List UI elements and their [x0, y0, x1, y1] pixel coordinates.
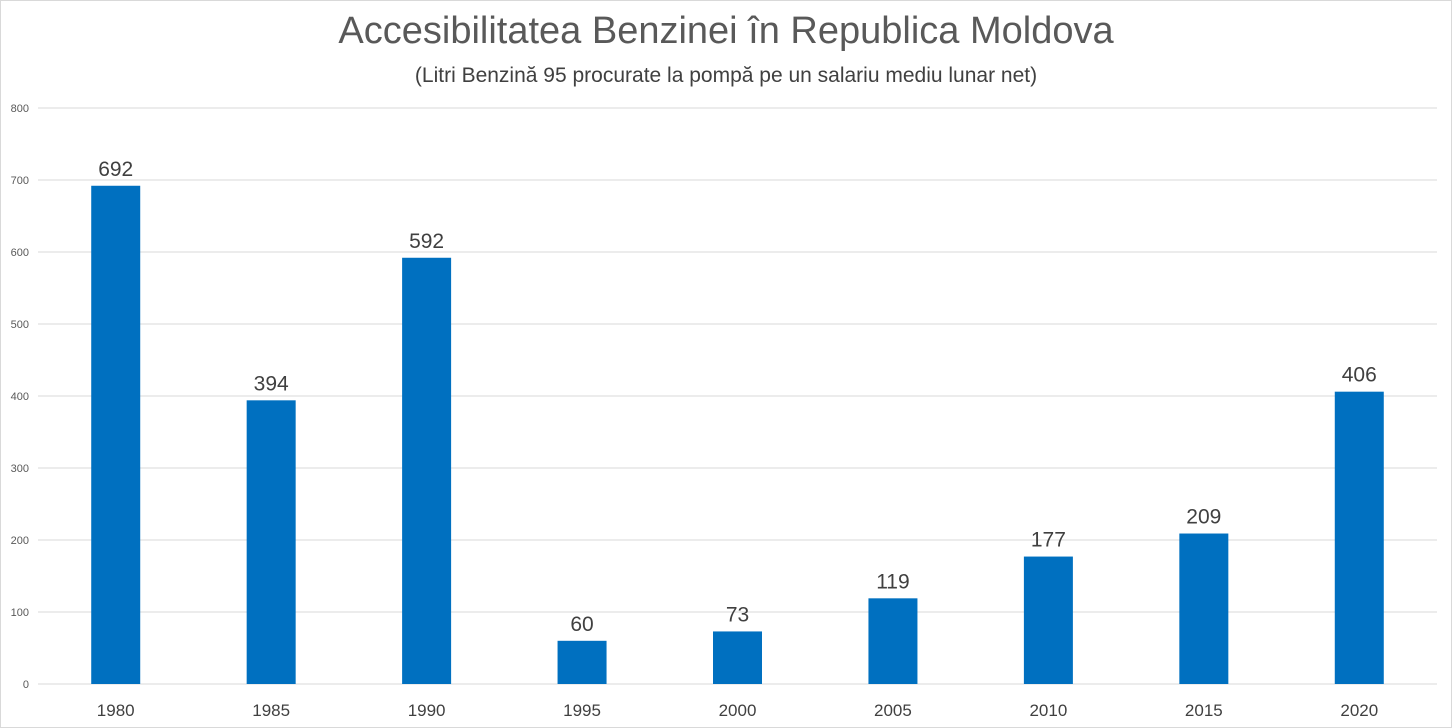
- bar-1990: [402, 257, 452, 684]
- x-tick-label: 2005: [874, 701, 912, 720]
- data-label: 73: [726, 603, 749, 626]
- y-tick-label: 800: [11, 103, 29, 115]
- bar-2010: [1023, 556, 1073, 684]
- data-label: 406: [1342, 364, 1377, 387]
- bar-1995: [557, 640, 607, 684]
- x-tick-label: 1985: [252, 701, 290, 720]
- data-label: 209: [1186, 506, 1221, 529]
- bar-2015: [1179, 533, 1229, 684]
- x-tick-label: 1995: [563, 701, 601, 720]
- y-tick-label: 200: [11, 535, 29, 547]
- y-tick-label: 0: [23, 679, 29, 691]
- bar-2005: [868, 598, 918, 684]
- y-tick-label: 500: [11, 319, 29, 331]
- x-tick-label: 1990: [408, 701, 446, 720]
- data-label: 60: [570, 613, 593, 636]
- chart-subtitle: (Litri Benzină 95 procurate la pompă pe …: [414, 64, 1038, 87]
- x-tick-label: 2020: [1340, 701, 1378, 720]
- y-tick-label: 600: [11, 247, 29, 259]
- bars: [91, 185, 1384, 684]
- y-tick-label: 400: [11, 391, 29, 403]
- data-label: 177: [1031, 529, 1066, 552]
- data-label: 692: [98, 158, 133, 181]
- data-label: 119: [876, 570, 909, 593]
- x-tick-label: 2015: [1185, 701, 1223, 720]
- x-tick-label: 2000: [719, 701, 757, 720]
- bar-2000: [713, 631, 762, 684]
- bar-2020: [1334, 391, 1384, 684]
- bar-1985: [246, 400, 296, 684]
- y-axis-ticks: 0 100 200 300 400 500 600 700 800: [11, 103, 29, 691]
- y-tick-label: 700: [11, 175, 29, 187]
- y-tick-label: 300: [11, 463, 29, 475]
- bar-1980: [91, 185, 141, 684]
- y-tick-label: 100: [11, 607, 29, 619]
- chart-title: Accesibilitatea Benzinei în Republica Mo…: [338, 10, 1114, 52]
- x-tick-label: 1980: [97, 701, 135, 720]
- x-axis-ticks: 1980 1985 1990 1995 2000 2005 2010 2015 2020: [97, 701, 1378, 720]
- x-tick-label: 2010: [1029, 701, 1067, 720]
- data-label: 592: [409, 230, 444, 253]
- data-label: 394: [254, 372, 289, 395]
- data-labels: 692 394 592 60 73 119 177 209 406: [98, 158, 1377, 636]
